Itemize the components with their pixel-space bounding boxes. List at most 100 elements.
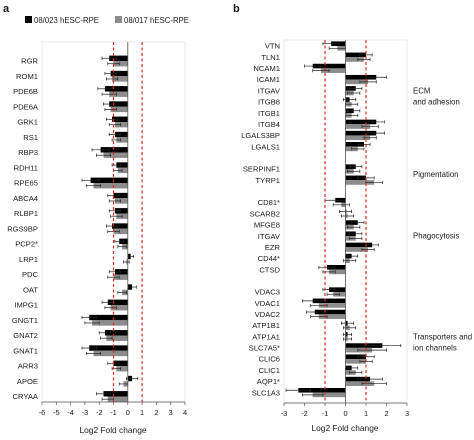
- panel-b-lgals1-10-error-bar-series-2: [351, 147, 365, 151]
- panel-b-atp1b1-26-error-bar-series-1: [341, 321, 355, 325]
- panel-b-icam1-4-category-label: ICAM1: [257, 75, 280, 84]
- panel-a-abca4-10-category-label: ABCA4: [13, 194, 38, 203]
- panel-b-vdac1-24-bar-series-1: [312, 298, 346, 304]
- panel-b-slc1a3-32-bar-series-1: [298, 387, 346, 393]
- panel-a-gnat1-20-error-bar-series-1: [81, 346, 97, 350]
- panel-b-vdac3-23-bar-series-1: [329, 287, 346, 292]
- panel-a-x-tick-label-3: -4: [67, 408, 74, 417]
- panel-b-slc7a5-28-error-bar-series-1: [363, 343, 402, 348]
- panel-b-x-tick-label-2: -2: [301, 409, 308, 418]
- panel-a-rgs9bp-12-bar-series-1: [112, 223, 128, 229]
- panel-b-ctsd-21-error-bar-series-1: [318, 265, 336, 269]
- panel-a-rlbp1-11-bar-series-1: [114, 208, 128, 214]
- panel-b-serpinf1-12-error-bar-series-1: [349, 165, 363, 169]
- panel-a-x-tick-label-7: 0: [126, 408, 130, 417]
- panel-b-vdac2-25-category-label: VDAC2: [255, 310, 280, 319]
- panel-b-vdac1-24-bar-series-2: [318, 303, 346, 308]
- panel-b-slc1a3-32-category-label: SLC1A3: [252, 388, 280, 397]
- panel-a-pdc-15-category-label: PDC: [22, 270, 39, 279]
- panel-a-gnat2-19-bar-series-2: [106, 335, 128, 341]
- panel-a-pde6b-3-error-bar-series-1: [97, 87, 113, 91]
- panel-a-rpe65-9-bar-series-2: [93, 183, 128, 189]
- panel-b-lgals3bp-9-category-label: LGALS3BP: [241, 131, 280, 140]
- panel-a-pcp2-13-category-label: PCP2*: [15, 240, 38, 249]
- panel-b-x-tick-label-7: 3: [405, 409, 409, 418]
- panel-a-rom1-2-bar-series-2: [112, 76, 128, 82]
- panel-a-cryaa-23-bar-series-2: [107, 396, 128, 402]
- panel-b-group-label-phagocytosis: Phagocytosis: [413, 232, 459, 241]
- panel-a-x-tick-label-6: -1: [110, 408, 117, 417]
- panel-a-rgr-1-error-bar-series-2: [107, 62, 120, 66]
- panel-a-grk1-5-category-label: GRK1: [17, 118, 38, 127]
- panel-b-slc1a3-32-error-bar-series-2: [302, 393, 324, 397]
- panel-a-rbp3-7-category-label: RBP3: [18, 148, 38, 157]
- panel-a-pde6a-4-error-bar-series-2: [104, 107, 117, 112]
- panel-b-lgals3bp-9-error-bar-series-1: [367, 131, 385, 135]
- panel-a-pcp2-13-error-bar-series-2: [117, 245, 127, 249]
- panel-a-abca4-10-bar-series-2: [114, 198, 128, 204]
- panel-b-ezr-19-bar-series-2: [345, 247, 369, 252]
- panel-a-pdc-15-error-bar-series-2: [107, 275, 120, 279]
- panel-a-x-axis-title: Log2 Fold change: [79, 425, 146, 435]
- panel-a-bars: [81, 55, 139, 402]
- panel-a-gngt1-18-category-label: GNGT1: [12, 316, 38, 325]
- panel-a-grk1-5-bar-series-1: [112, 116, 128, 122]
- panel-a-rbp3-7-bar-series-1: [100, 147, 128, 153]
- panel-b-scarb2-16-category-label: SCARB2: [250, 209, 280, 218]
- panel-a-gngt1-18-bar-series-1: [89, 314, 128, 321]
- panel-a-rs1-6-category-label: RS1: [23, 133, 38, 142]
- panel-b-group-label-pigmentation: Pigmentation: [413, 170, 459, 179]
- panel-b-slc1a3-32-error-bar-series-1: [285, 388, 311, 392]
- panel-b-chart: -3 -2 -1 0 1 2 3 VTN TLN1 NCAM1 ICAM1 ITGAV ITGB8 ITG…: [241, 39, 472, 433]
- panel-a-rs1-6-error-bar-series-2: [111, 138, 122, 142]
- panel-b-tln1-2-error-bar-series-1: [359, 53, 373, 57]
- panel-b-tyrp1-13-bar-series-2: [345, 180, 375, 185]
- panel-b-icam1-4-error-bar-series-2: [359, 80, 377, 84]
- panel-a-grk1-5-error-bar-series-2: [108, 123, 122, 127]
- panel-b-ezr-19-category-label: EZR: [265, 243, 281, 252]
- panel-b-ncam1-3-error-bar-series-2: [312, 69, 330, 73]
- panel-b-aqp1-31-category-label: AQP1*: [257, 377, 280, 386]
- panel-b-clic6-29-bar-series-1: [345, 354, 366, 360]
- panel-b-icam1-4-error-bar-series-1: [365, 75, 387, 79]
- panel-a-rs1-6-error-bar-series-1: [108, 132, 122, 137]
- panel-a-pdc-15-bar-series-2: [113, 274, 128, 280]
- panel-a-apoe-22-error-bar-series-1: [126, 376, 139, 381]
- panel-a-rgs9bp-12-bar-series-2: [113, 228, 128, 235]
- panel-b-itgb4-8-error-bar-series-1: [367, 120, 385, 124]
- panel-b-x-tick-label-4: 0: [343, 409, 347, 418]
- panel-a-rgr-1-error-bar-series-1: [101, 56, 117, 60]
- legend-label-series-1: 08/023 hESC-RPE: [34, 16, 99, 25]
- panel-b-ncam1-3-bar-series-2: [320, 68, 346, 73]
- panel-b-scarb2-16-error-bar-series-2: [341, 214, 355, 218]
- panel-b-axes: -3 -2 -1 0 1 2 3 VTN TLN1 NCAM1 ICAM1 ITGAV ITGB8 ITG…: [241, 40, 409, 418]
- panel-a-rlbp1-11-error-bar-series-1: [108, 209, 122, 213]
- panel-a-gngt1-18-error-bar-series-1: [81, 315, 97, 320]
- panel-a-gnat1-20-bar-series-2: [93, 350, 128, 357]
- panel-a-pde6b-3-bar-series-2: [109, 91, 128, 97]
- panel-b-vdac2-25-error-bar-series-2: [310, 315, 328, 319]
- panel-b-cd81-15-error-bar-series-2: [332, 203, 350, 207]
- panel-a-gngt1-18-bar-series-2: [92, 320, 128, 326]
- panel-b-x-tick-label-3: -1: [322, 409, 329, 418]
- panel-a-gnat1-20-error-bar-series-2: [85, 351, 101, 356]
- panel-b-ncam1-3-error-bar-series-1: [304, 64, 322, 68]
- panel-a-rbp3-7-error-bar-series-2: [95, 153, 111, 157]
- panel-a-rgr-1-bar-series-1: [109, 55, 128, 61]
- panel-b-itgav-18-error-bar-series-1: [349, 232, 363, 236]
- legend: 08/023 hESC-RPE 08/017 hESC-RPE: [25, 16, 189, 25]
- panel-a-cryaa-23-category-label: CRYAA: [13, 392, 39, 401]
- panel-a-chart: -6 -5 -4 -3 -2 -1 0 1 2 3 4 RGR ROM1 PDE6B PDE6A GRK1 RS…: [7, 41, 187, 435]
- panel-b-vtn-1-error-bar-series-1: [322, 42, 340, 46]
- legend-swatch-series-1: [25, 16, 32, 23]
- panel-b-ezr-19-error-bar-series-2: [361, 247, 375, 252]
- panel-b-group-label-transporters-and-ion-channels: Transporters and ion channels: [413, 332, 472, 352]
- panel-b-vdac1-24-error-bar-series-1: [302, 299, 324, 303]
- panel-b-ctsd-21-bar-series-1: [327, 265, 346, 270]
- panel-a-apoe-22-category-label: APOE: [17, 377, 38, 386]
- panel-a-rdh11-8-category-label: RDH11: [14, 163, 38, 172]
- legend-label-series-2: 08/017 hESC-RPE: [124, 16, 189, 25]
- panel-b-slc7a5-28-error-bar-series-2: [357, 348, 387, 352]
- panel-b-itgb1-7-error-bar-series-1: [347, 109, 361, 113]
- panel-b-ezr-19-bar-series-1: [345, 242, 373, 248]
